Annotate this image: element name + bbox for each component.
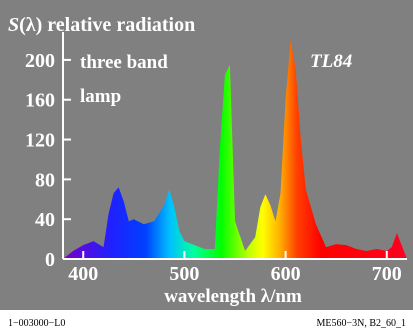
y-tick-label-160: 160 (25, 90, 55, 112)
chart-title: S(λ) relative radiation (8, 14, 195, 36)
x-tick-label-700: 700 (372, 263, 402, 285)
annotation-lamp-type-line1: three band (80, 52, 168, 73)
y-tick-label-120: 120 (25, 130, 55, 152)
plot-area: 0 40 80 120 160 200 400 500 600 700 (25, 32, 407, 285)
x-axis-ticks: 400 500 600 700 (68, 251, 402, 285)
y-tick-label-200: 200 (25, 50, 55, 72)
y-tick-label-0: 0 (45, 249, 55, 271)
footer-right-code: ME560−3N, B2_60_1 (316, 318, 406, 329)
annotation-lamp-type-line2: lamp (80, 86, 121, 107)
title-symbol: S (8, 14, 19, 36)
annotation-lamp-name: TL84 (310, 51, 352, 72)
footer-left-code: 1−003000−L0 (8, 318, 65, 329)
x-tick-label-500: 500 (169, 263, 199, 285)
y-tick-label-80: 80 (35, 169, 55, 191)
x-axis-label: wavelength λ/nm (164, 286, 302, 307)
x-tick-label-600: 600 (271, 263, 301, 285)
title-text: (λ) relative radiation (19, 14, 195, 36)
y-axis-ticks: 0 40 80 120 160 200 (25, 50, 71, 271)
y-tick-label-40: 40 (35, 209, 55, 231)
chart-background (0, 0, 413, 310)
x-tick-label-400: 400 (68, 263, 98, 285)
